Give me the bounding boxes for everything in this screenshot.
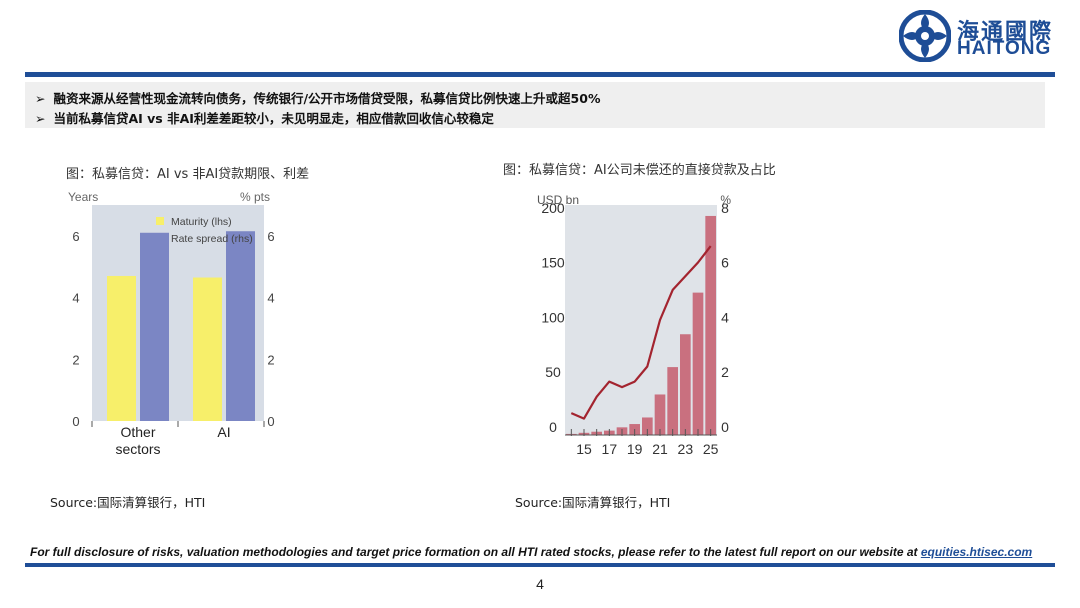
chart-2-bar bbox=[667, 367, 678, 435]
brand-name-cn: 海通國際 bbox=[957, 20, 1054, 45]
chart-1-bar bbox=[140, 232, 169, 421]
chart-1-legend-label: Maturity (lhs) bbox=[171, 216, 232, 228]
chart-1-right-tick-label: 4 bbox=[267, 291, 274, 306]
chart-2-right-tick-label: 4 bbox=[721, 309, 729, 325]
chart-1-left-tick-label: 0 bbox=[72, 414, 79, 429]
website-link[interactable]: equities.htisec.com bbox=[920, 545, 1033, 559]
chart-1-category-label: Other bbox=[120, 424, 155, 440]
key-point-text: 融资来源从经营性现金流转向债务，传统银行/公开市场借贷受限，私募信贷比例快速上升… bbox=[53, 91, 601, 106]
chart-2-left-tick-label: 50 bbox=[545, 364, 561, 380]
chart-1-bar bbox=[107, 275, 136, 421]
chart-1-right-tick-label: 0 bbox=[267, 414, 274, 429]
chart-1-category-label: AI bbox=[217, 424, 230, 440]
disclosure-text: For full disclosure of risks, valuation … bbox=[30, 545, 921, 559]
chart-2-x-tick-label: 21 bbox=[652, 441, 668, 457]
chart-1-category-label: sectors bbox=[115, 441, 160, 457]
chart-2-right-tick-label: 6 bbox=[721, 255, 729, 271]
chart-2-share-line bbox=[570, 245, 712, 420]
chart-2-plot-area bbox=[565, 205, 717, 435]
chart-2-bar bbox=[642, 417, 653, 435]
chart-2-source: Source:国际清算银行，HTI bbox=[515, 495, 671, 510]
footer-divider bbox=[25, 563, 1055, 567]
header-divider bbox=[25, 72, 1055, 77]
chart-2-x-tick-label: 17 bbox=[602, 441, 618, 457]
chart-1-legend-label: Rate spread (rhs) bbox=[171, 233, 253, 245]
chart-2-left-tick-label: 0 bbox=[549, 419, 557, 435]
chart-2-bar bbox=[692, 292, 704, 435]
chart-2-left-tick-label: 100 bbox=[541, 309, 565, 325]
chart-2-x-tick-label: 25 bbox=[703, 441, 719, 457]
chart-2-right-tick-label: 2 bbox=[721, 364, 729, 380]
haitong-emblem-icon bbox=[899, 10, 951, 62]
key-point-text: 当前私募信贷AI vs 非AI利差差距较小，未见明显走，相应借款回收信心较稳定 bbox=[53, 111, 494, 126]
chart-1-legend: Maturity (lhs) Rate spread (rhs) bbox=[156, 216, 253, 245]
chart-2-x-tick-label: 23 bbox=[678, 441, 694, 457]
chart-1-legend-swatch bbox=[156, 217, 164, 225]
chart-2-right-tick-label: 0 bbox=[721, 419, 729, 435]
chart-1-left-tick-label: 4 bbox=[72, 291, 79, 306]
brand-name-en: HAITONG bbox=[957, 38, 1052, 59]
chart-2-bar bbox=[680, 334, 691, 435]
disclosure-footer: For full disclosure of risks, valuation … bbox=[30, 545, 1032, 559]
key-point: ➢ 当前私募信贷AI vs 非AI利差差距较小，未见明显走，相应借款回收信心较稳定 bbox=[35, 108, 494, 127]
chart-2-bar bbox=[705, 215, 716, 435]
chart-1-bar bbox=[226, 231, 255, 421]
chart-1-right-unit: % pts bbox=[240, 190, 270, 204]
chart-1-left-tick-label: 6 bbox=[72, 229, 79, 244]
chart-2-left-tick-label: 150 bbox=[541, 255, 565, 271]
chart-1-left-tick-label: 2 bbox=[72, 352, 79, 367]
chart-2-left-unit: USD bn bbox=[537, 193, 579, 207]
bullet-arrow-icon: ➢ bbox=[35, 111, 46, 126]
chart-1-source: Source:国际清算银行，HTI bbox=[50, 495, 206, 510]
key-point: ➢ 融资来源从经营性现金流转向债务，传统银行/公开市场借贷受限，私募信贷比例快速上… bbox=[35, 88, 600, 107]
chart-1-legend-swatch bbox=[156, 234, 164, 242]
chart-2-bar bbox=[654, 394, 666, 435]
chart-1-right-tick-label: 6 bbox=[267, 229, 274, 244]
bullet-arrow-icon: ➢ bbox=[35, 91, 46, 106]
chart-2-caption: 图：私募信贷：AI公司未偿还的直接贷款及占比 bbox=[503, 163, 776, 178]
chart-1-left-unit: Years bbox=[68, 190, 98, 204]
haitong-logo: 海通國際 HAITONG bbox=[899, 10, 1059, 62]
chart-2-x-tick-label: 15 bbox=[576, 441, 592, 457]
chart-2-ai-direct-loans: USD bn % 0 50 100 150 200 0 2 4 6 8 15 17 19 21 23 25 bbox=[537, 193, 731, 457]
chart-1-caption: 图：私募信贷：AI vs 非AI贷款期限、利差 bbox=[66, 167, 310, 182]
page-number: 4 bbox=[536, 576, 544, 592]
key-points-panel: ➢ 融资来源从经营性现金流转向债务，传统银行/公开市场借贷受限，私募信贷比例快速上… bbox=[25, 82, 1045, 128]
chart-1-bar bbox=[193, 277, 222, 421]
chart-2-left-tick-label: 200 bbox=[541, 200, 565, 216]
chart-2-right-unit: % bbox=[720, 193, 731, 207]
chart-2-right-tick-label: 8 bbox=[721, 200, 729, 216]
chart-2-x-tick-label: 19 bbox=[627, 441, 643, 457]
chart-1-right-tick-label: 2 bbox=[267, 352, 274, 367]
